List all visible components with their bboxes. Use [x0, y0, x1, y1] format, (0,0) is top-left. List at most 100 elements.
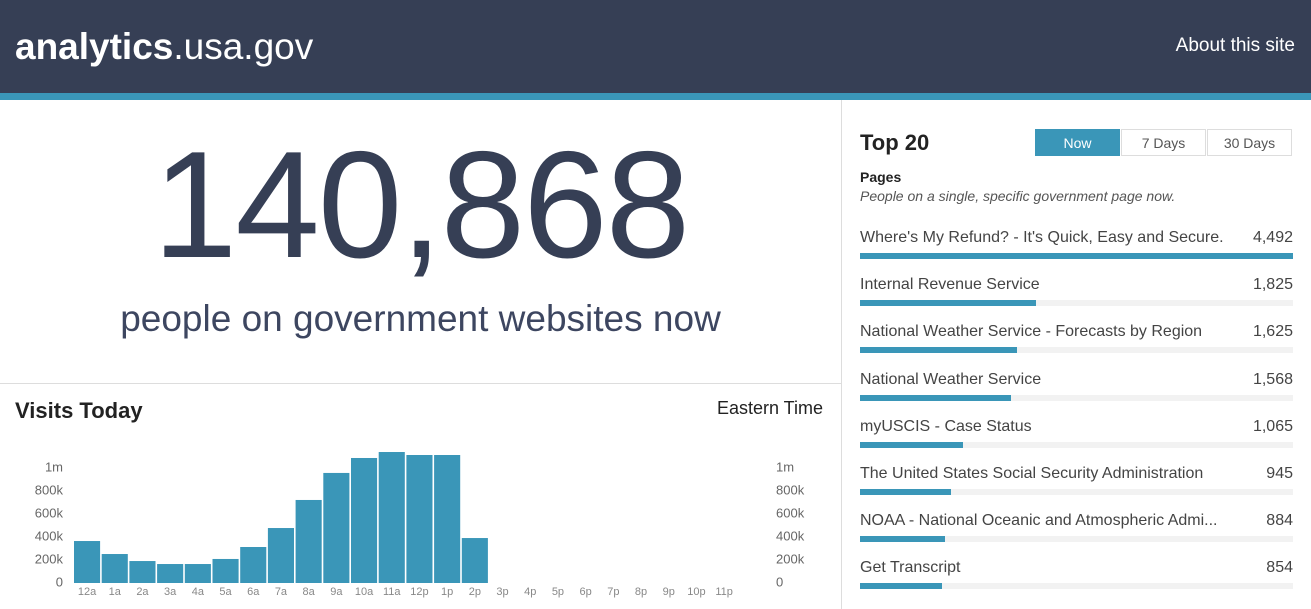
section-heading: Pages — [860, 169, 902, 185]
x-tick-label: 8p — [635, 586, 647, 598]
x-tick-label: 7p — [607, 586, 619, 598]
page-count: 884 — [1266, 512, 1293, 530]
x-tick-label: 1a — [109, 586, 122, 598]
bar — [860, 536, 946, 543]
visitor-count: 140,868 — [152, 120, 690, 290]
x-tick-label: 11p — [715, 586, 733, 598]
y-tick-label: 200k — [35, 551, 64, 566]
x-tick-label: 9p — [663, 586, 675, 598]
tab[interactable]: 7 Days — [1121, 129, 1206, 156]
bar — [461, 538, 488, 583]
bar-track — [860, 536, 1293, 543]
page-name[interactable]: Where's My Refund? - It's Quick, Easy an… — [860, 229, 1224, 246]
x-tick-label: 5p — [552, 586, 564, 598]
x-tick-label: 11a — [383, 586, 401, 598]
page-count: 1,065 — [1252, 417, 1293, 435]
bar — [157, 564, 184, 583]
logo-rest[interactable]: .usa.gov — [173, 26, 314, 67]
y-tick-label: 400k — [776, 528, 805, 543]
x-tick-label: 6a — [247, 586, 260, 598]
page-name[interactable]: Get Transcript — [860, 559, 961, 577]
page-count: 1,625 — [1252, 323, 1293, 341]
y-tick-label: 200k — [776, 551, 805, 566]
page-name[interactable]: National Weather Service - Forecasts by … — [860, 323, 1203, 341]
bar — [184, 564, 211, 583]
x-tick-label: 6p — [580, 586, 592, 598]
y-tick-label: 600k — [35, 505, 64, 520]
logo-bold[interactable]: analytics — [15, 26, 174, 67]
x-tick-label: 2p — [469, 586, 481, 598]
page-count: 1,568 — [1252, 370, 1293, 388]
bar-track — [860, 347, 1293, 354]
bar — [860, 300, 1036, 307]
bar — [860, 441, 963, 448]
bar — [434, 455, 461, 583]
header — [0, 0, 1311, 93]
y-tick-label: 1m — [776, 459, 794, 474]
bar — [860, 583, 943, 590]
bar-track — [860, 441, 1293, 448]
bar — [860, 253, 1293, 259]
y-tick-label: 0 — [56, 574, 63, 589]
bar-track — [860, 300, 1293, 307]
x-tick-label: 3p — [496, 586, 508, 598]
bar — [240, 547, 267, 583]
bar — [74, 541, 101, 583]
y-tick-label: 600k — [776, 505, 805, 520]
page-name[interactable]: The United States Social Security Admini… — [860, 465, 1204, 482]
bar — [212, 558, 239, 583]
x-tick-label: 4p — [524, 586, 536, 598]
bar-track — [860, 253, 1293, 259]
page-count: 945 — [1266, 465, 1293, 482]
visitor-caption: people on government websites now — [120, 298, 721, 339]
x-tick-label: 5a — [219, 586, 232, 598]
header-stripe — [0, 93, 1311, 100]
bar — [323, 472, 350, 583]
y-tick-label: 800k — [776, 482, 805, 497]
x-tick-label: 10a — [355, 586, 374, 598]
bar — [267, 528, 294, 583]
y-tick-label: 400k — [35, 528, 64, 543]
bar — [860, 394, 1012, 401]
bar — [378, 452, 405, 583]
bar-track — [860, 489, 1293, 495]
y-tick-label: 1m — [45, 459, 63, 474]
section-description: People on a single, specific government … — [860, 188, 1176, 204]
logo[interactable]: analytics.usa.gov — [15, 26, 313, 68]
bar — [101, 554, 128, 583]
page-name[interactable]: myUSCIS - Case Status — [860, 417, 1032, 435]
page-name[interactable]: Internal Revenue Service — [860, 276, 1040, 294]
x-tick-label: 12a — [78, 586, 97, 598]
visits-chart: 0 0 200k 200k 400k 400k 600k 600k 800k 800k 1m 1m 12… — [35, 452, 805, 598]
page-count: 1,825 — [1252, 276, 1293, 294]
page-count: 854 — [1266, 559, 1293, 577]
x-tick-label: 1p — [441, 586, 453, 598]
bar — [351, 457, 378, 583]
page-name[interactable]: NOAA - National Oceanic and Atmospheric … — [860, 512, 1218, 530]
x-tick-label: 9a — [330, 586, 343, 598]
x-tick-label: 3a — [164, 586, 177, 598]
x-tick-label: 12p — [410, 586, 428, 598]
x-tick-label: 7a — [275, 586, 288, 598]
about-link[interactable]: About this site — [1175, 35, 1295, 56]
y-tick-label: 0 — [776, 574, 783, 589]
bar — [860, 489, 952, 495]
bar — [406, 455, 433, 583]
y-tick-label: 800k — [35, 482, 64, 497]
page-name[interactable]: National Weather Service — [860, 370, 1042, 388]
x-tick-label: 8a — [303, 586, 316, 598]
divider — [841, 100, 842, 609]
bar — [295, 499, 322, 583]
x-tick-label: 10p — [687, 586, 705, 598]
tab[interactable]: Now — [1035, 129, 1120, 156]
tab[interactable]: 30 Days — [1207, 129, 1292, 156]
bar — [129, 561, 156, 583]
chart-title: Visits Today — [15, 398, 143, 423]
bar — [860, 347, 1017, 354]
bar-track — [860, 583, 1293, 590]
x-tick-label: 2a — [136, 586, 149, 598]
panel-title: Top 20 — [860, 130, 930, 155]
divider — [0, 383, 841, 384]
page-count: 4,492 — [1252, 229, 1293, 246]
